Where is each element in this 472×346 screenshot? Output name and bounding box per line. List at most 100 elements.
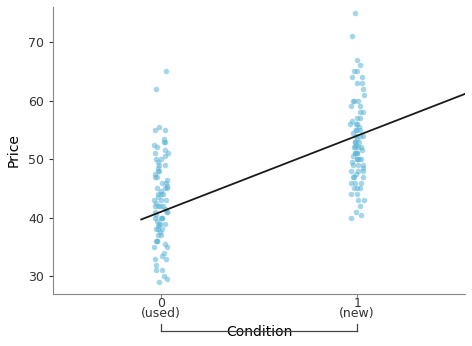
Point bbox=[151, 197, 158, 203]
Point bbox=[360, 197, 368, 203]
Point bbox=[160, 203, 167, 209]
Point bbox=[154, 165, 161, 171]
Point bbox=[153, 218, 160, 224]
Point bbox=[159, 215, 166, 220]
Point bbox=[151, 209, 159, 215]
Point bbox=[353, 209, 360, 215]
Point bbox=[358, 74, 366, 80]
Point bbox=[347, 180, 355, 185]
Point bbox=[152, 200, 160, 206]
Point bbox=[353, 171, 360, 176]
Point bbox=[151, 151, 159, 156]
Point bbox=[154, 233, 162, 238]
Point bbox=[158, 233, 165, 238]
Point bbox=[159, 180, 166, 185]
Point bbox=[354, 121, 361, 127]
Point bbox=[354, 98, 362, 103]
Point bbox=[161, 154, 169, 159]
Point bbox=[157, 197, 165, 203]
Point bbox=[347, 104, 355, 109]
Point bbox=[152, 227, 160, 232]
Point bbox=[352, 151, 359, 156]
Point bbox=[161, 221, 169, 226]
Point bbox=[353, 156, 361, 162]
Point bbox=[161, 148, 169, 153]
Point bbox=[155, 124, 163, 130]
Point bbox=[346, 121, 354, 127]
Point bbox=[359, 162, 367, 168]
Text: 0: 0 bbox=[157, 297, 165, 310]
Point bbox=[153, 238, 160, 244]
Point bbox=[164, 151, 171, 156]
Point bbox=[352, 151, 359, 156]
Point bbox=[155, 168, 162, 174]
Point bbox=[151, 256, 159, 262]
Point bbox=[160, 139, 168, 144]
Text: (used): (used) bbox=[141, 307, 181, 320]
Point bbox=[161, 241, 169, 247]
Point bbox=[154, 224, 162, 229]
Point bbox=[360, 110, 367, 115]
Point bbox=[356, 133, 364, 138]
Point bbox=[163, 244, 171, 250]
Point bbox=[356, 104, 363, 109]
Point bbox=[162, 69, 169, 74]
Point bbox=[151, 127, 159, 133]
Point bbox=[355, 168, 362, 174]
Point bbox=[153, 238, 160, 244]
Point bbox=[347, 192, 355, 197]
Point bbox=[161, 162, 169, 168]
Point bbox=[161, 139, 169, 144]
Point bbox=[352, 133, 360, 138]
Point bbox=[348, 118, 355, 124]
Point bbox=[154, 194, 161, 200]
Point bbox=[163, 276, 171, 282]
Point bbox=[360, 86, 367, 92]
Point bbox=[154, 159, 161, 165]
Point bbox=[360, 165, 367, 171]
Point bbox=[359, 168, 367, 174]
Point bbox=[357, 156, 364, 162]
Point bbox=[354, 162, 362, 168]
Point bbox=[161, 186, 169, 191]
Point bbox=[349, 154, 357, 159]
Point bbox=[355, 139, 363, 144]
Point bbox=[163, 177, 170, 182]
Point bbox=[151, 171, 159, 176]
Point bbox=[359, 174, 367, 180]
Point bbox=[356, 203, 364, 209]
Point bbox=[153, 174, 160, 180]
Point bbox=[350, 162, 357, 168]
Point bbox=[351, 139, 359, 144]
Point bbox=[353, 80, 361, 86]
Y-axis label: Price: Price bbox=[7, 134, 21, 167]
Point bbox=[350, 186, 358, 191]
Point bbox=[156, 168, 163, 174]
Point bbox=[352, 139, 359, 144]
Point bbox=[358, 148, 365, 153]
Point bbox=[163, 197, 170, 203]
Text: 1: 1 bbox=[353, 297, 361, 310]
Point bbox=[354, 197, 362, 203]
Point bbox=[354, 116, 361, 121]
Point bbox=[151, 215, 159, 220]
Point bbox=[356, 110, 363, 115]
Point bbox=[347, 215, 355, 220]
Point bbox=[354, 192, 361, 197]
Point bbox=[155, 221, 163, 226]
Point bbox=[155, 162, 163, 168]
Point bbox=[163, 183, 171, 188]
Point bbox=[353, 69, 361, 74]
Point bbox=[354, 156, 361, 162]
Point bbox=[158, 189, 165, 194]
Point bbox=[357, 180, 365, 185]
Point bbox=[152, 86, 160, 92]
Point bbox=[158, 215, 166, 220]
Point bbox=[351, 10, 359, 16]
Point bbox=[161, 127, 169, 133]
Point bbox=[152, 262, 160, 267]
Point bbox=[357, 63, 364, 68]
Point bbox=[162, 256, 169, 262]
Point bbox=[156, 229, 164, 235]
Point bbox=[152, 203, 159, 209]
